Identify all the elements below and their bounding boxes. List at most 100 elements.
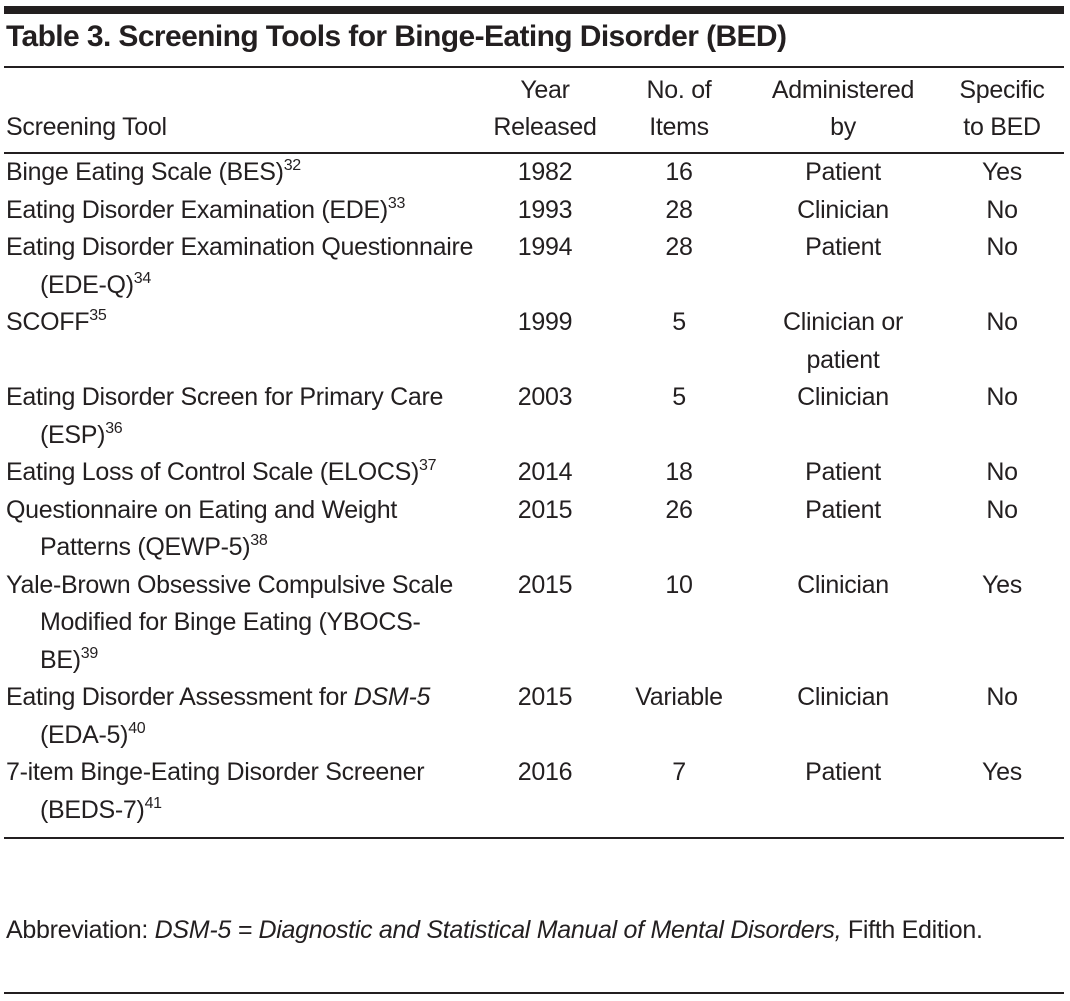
administered-by: Patient [805, 495, 881, 524]
tool-name: Eating Disorder Examination Questionnair… [4, 229, 478, 304]
year-released: 1993 [517, 195, 573, 224]
item-count: 26 [665, 495, 693, 524]
tool-name: SCOFF35 [4, 304, 478, 379]
administered-by: Patient [805, 458, 881, 486]
tool-name: Eating Loss of Control Scale (ELOCS)37 [4, 454, 478, 492]
table-row: Eating Disorder Screen for Primary Care … [4, 379, 1064, 454]
administered-by: Clinician or patient [782, 308, 904, 374]
reference: 34 [133, 269, 152, 287]
specific-to-bed: No [986, 495, 1018, 524]
reference: 36 [105, 419, 123, 437]
year-released: 2015 [517, 495, 573, 524]
header-line: Released [493, 113, 597, 141]
year-released: 1982 [517, 158, 573, 186]
table-row: Eating Disorder Assessment for DSM-5 (ED… [4, 679, 1064, 754]
column-header: Specific to BED [940, 67, 1064, 153]
administered-by: Patient [805, 758, 881, 786]
text-part: Abbreviation: [6, 916, 155, 944]
column-header: Administered by [746, 67, 940, 153]
administered-by: Clinician [797, 195, 889, 224]
administered-by: Patient [805, 158, 881, 186]
footnote: Abbreviation: DSM-5 = Diagnostic and Sta… [6, 912, 1056, 949]
administered-by: Patient [805, 233, 881, 261]
reference: 35 [89, 307, 107, 324]
top-rule [4, 6, 1064, 14]
specific-to-bed: No [986, 195, 1018, 224]
table-row: Eating Disorder Examination (EDE)33 1993 2… [4, 192, 1064, 230]
text-part: Eating Disorder Examination Questionnair… [6, 233, 474, 299]
tool-name: Eating Disorder Examination (EDE)33 [4, 192, 478, 230]
header-line: Administered [771, 76, 915, 104]
tool-name: Eating Disorder Screen for Primary Care … [4, 379, 478, 454]
table-header: Screening Tool Year Released No. of Items Adm… [4, 67, 1064, 153]
year-released: 2003 [517, 383, 573, 411]
specific-to-bed: No [986, 383, 1018, 411]
year-released: 2015 [517, 683, 573, 711]
header-line: No. of [646, 76, 712, 104]
reference: 38 [250, 532, 268, 549]
column-header: Screening Tool [4, 67, 478, 153]
item-count: 16 [665, 158, 693, 186]
header-line: Items [649, 113, 709, 141]
table-title: Table 3. Screening Tools for Binge-Eatin… [6, 20, 787, 53]
item-count: 10 [665, 570, 693, 599]
text-part: Questionnaire on Eating and Weight Patte… [6, 495, 397, 562]
table-row: Eating Disorder Examination Questionnair… [4, 229, 1064, 304]
specific-to-bed: Yes [982, 758, 1022, 786]
reference: 37 [419, 457, 437, 474]
text-part: Eating Disorder Assessment for [6, 683, 354, 711]
specific-to-bed: No [986, 458, 1018, 486]
text-part: Eating Loss of Control Scale (ELOCS) [6, 458, 420, 486]
header-row: Screening Tool Year Released No. of Items Adm… [4, 67, 1064, 153]
column-header: Year Released [478, 67, 612, 153]
year-released: 2016 [517, 758, 573, 786]
text-part: Binge Eating Scale (BES) [6, 158, 284, 186]
tool-name: Binge Eating Scale (BES)32 [4, 153, 478, 192]
text-part: Eating Disorder Screen for Primary Care … [6, 383, 444, 449]
reference: 39 [80, 644, 99, 662]
table-body: Binge Eating Scale (BES)32 1982 16 Patient Y… [4, 153, 1064, 838]
specific-to-bed: Yes [982, 570, 1022, 599]
specific-to-bed: Yes [982, 158, 1022, 186]
table-row: Eating Loss of Control Scale (ELOCS)37 20… [4, 454, 1064, 492]
text-part: DSM-5 = Diagnostic and Statistical Manua… [154, 916, 842, 944]
item-count: 28 [665, 195, 693, 224]
table: Screening Tool Year Released No. of Items Adm… [4, 66, 1064, 839]
header-line: Year [520, 76, 570, 104]
table-row: 7-item Binge-Eating Disorder Screener (B… [4, 754, 1064, 838]
tool-name: Yale-Brown Obsessive Compulsive Scale Mo… [4, 567, 478, 680]
header-line: Specific [959, 76, 1045, 104]
bottom-rule [4, 992, 1064, 994]
year-released: 2014 [517, 458, 573, 486]
administered-by: Clinician [797, 570, 889, 599]
year-released: 1994 [517, 233, 573, 261]
reference: 40 [128, 719, 146, 737]
tool-name: 7-item Binge-Eating Disorder Screener (B… [4, 754, 478, 838]
reference: 41 [144, 794, 163, 812]
text-part: Yale-Brown Obsessive Compulsive Scale Mo… [6, 570, 453, 674]
item-count: 28 [665, 233, 693, 261]
item-count: Variable [635, 683, 723, 711]
column-header: No. of Items [612, 67, 746, 153]
text-part: (EDA-5) [40, 720, 129, 749]
year-released: 2015 [517, 570, 573, 599]
text-part: SCOFF [6, 308, 90, 336]
item-count: 18 [665, 458, 693, 486]
year-released: 1999 [517, 308, 573, 336]
header-line: to BED [963, 113, 1041, 141]
text-part: Fifth Edition. [841, 916, 983, 944]
text-part: Eating Disorder Examination (EDE) [6, 195, 388, 224]
item-count: 5 [672, 383, 686, 411]
text-part: 7-item Binge-Eating Disorder Screener (B… [6, 758, 425, 824]
item-count: 5 [672, 308, 686, 336]
item-count: 7 [672, 758, 686, 786]
tool-name: Eating Disorder Assessment for DSM-5 (ED… [4, 679, 478, 754]
text-part: DSM-5 [353, 683, 431, 711]
table-row: SCOFF35 1999 5 Clinician or patient No [4, 304, 1064, 379]
table-row: Questionnaire on Eating and Weight Patte… [4, 492, 1064, 567]
specific-to-bed: No [986, 683, 1018, 711]
tool-name: Questionnaire on Eating and Weight Patte… [4, 492, 478, 567]
header-line: by [830, 113, 856, 141]
header-line: Screening Tool [6, 113, 167, 141]
